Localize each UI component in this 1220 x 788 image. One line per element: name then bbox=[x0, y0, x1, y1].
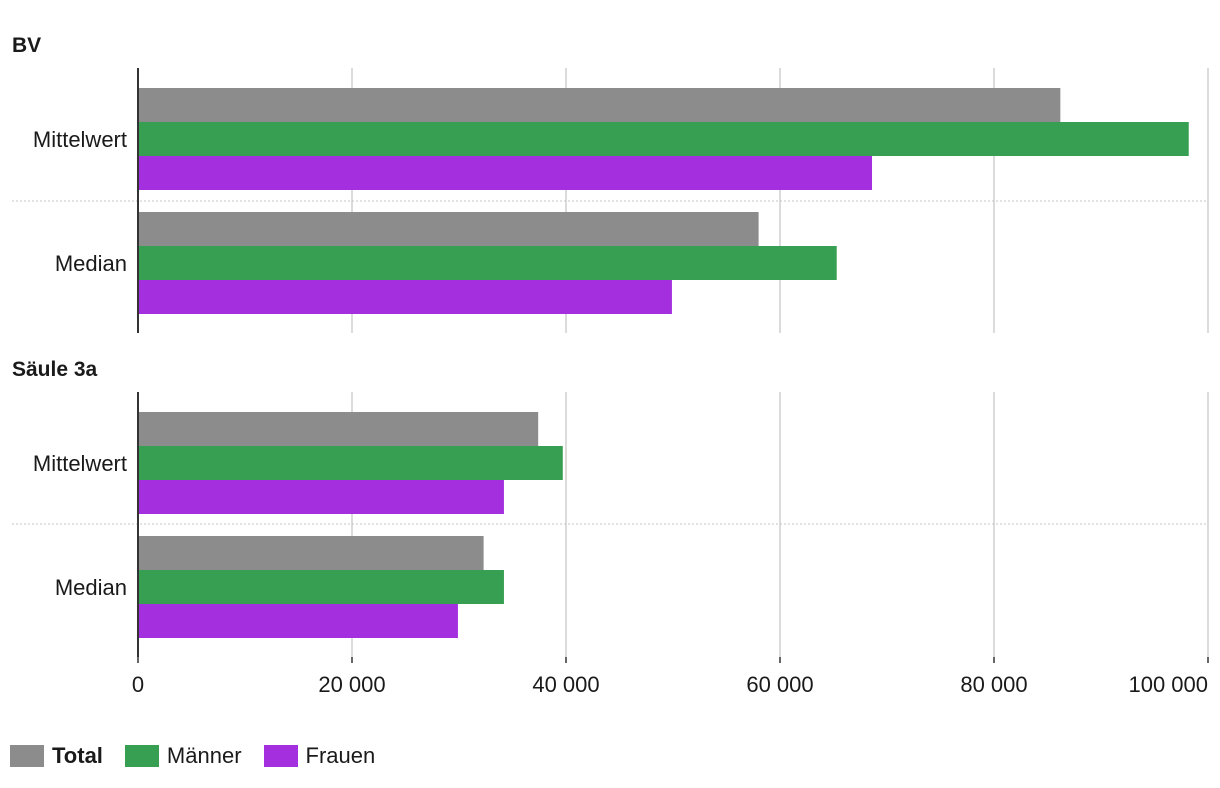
legend-item-frauen: Frauen bbox=[263, 743, 376, 769]
bar-maenner-median bbox=[138, 246, 837, 280]
bar-frauen-median bbox=[138, 604, 458, 638]
x-axis: 0 20 000 40 000 60 000 80 000 100 000 bbox=[132, 657, 1209, 697]
legend-item-maenner: Männer bbox=[124, 743, 242, 769]
x-tick-label: 0 bbox=[132, 672, 144, 697]
bar-total-median bbox=[138, 536, 484, 570]
x-tick-label: 20 000 bbox=[318, 672, 385, 697]
category-label-mittelwert: Mittelwert bbox=[33, 127, 127, 152]
legend-swatch-frauen bbox=[263, 745, 298, 767]
category-label-median: Median bbox=[55, 251, 127, 276]
chart-panel-bv: BV Mittelwert Median bbox=[12, 34, 1209, 333]
legend-label-maenner: Männer bbox=[166, 743, 242, 768]
panel-title: Säule 3a bbox=[12, 358, 98, 381]
panel-title: BV bbox=[12, 34, 41, 57]
legend: Total Männer Frauen bbox=[10, 740, 397, 772]
bar-frauen-mittelwert bbox=[138, 480, 504, 514]
legend-label-frauen: Frauen bbox=[305, 743, 376, 768]
bar-frauen-mittelwert bbox=[138, 156, 873, 190]
bar-maenner-mittelwert bbox=[138, 446, 563, 480]
legend-item-total: Total bbox=[10, 743, 103, 769]
bar-total-mittelwert bbox=[138, 88, 1061, 122]
bar-total-median bbox=[138, 212, 759, 246]
chart-panel-saeule-3a: Säule 3a Mittelwert Median bbox=[12, 358, 1209, 657]
bar-maenner-median bbox=[138, 570, 504, 604]
legend-swatch-total bbox=[10, 745, 44, 767]
bar-total-mittelwert bbox=[138, 412, 539, 446]
x-tick-label: 40 000 bbox=[532, 672, 599, 697]
x-tick-label: 60 000 bbox=[746, 672, 813, 697]
bar-frauen-median bbox=[138, 280, 672, 314]
x-tick-label: 80 000 bbox=[960, 672, 1027, 697]
bar-maenner-mittelwert bbox=[138, 122, 1189, 156]
legend-swatch-maenner bbox=[124, 745, 159, 767]
category-label-median: Median bbox=[55, 575, 127, 600]
legend-label-total: Total bbox=[52, 743, 103, 768]
x-tick-label: 100 000 bbox=[1128, 672, 1208, 697]
category-label-mittelwert: Mittelwert bbox=[33, 451, 127, 476]
